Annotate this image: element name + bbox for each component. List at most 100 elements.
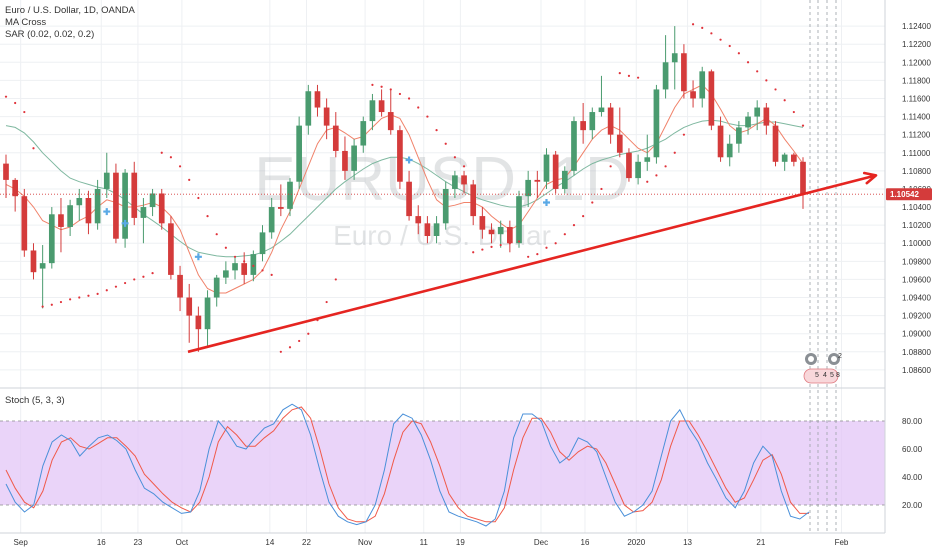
candle-up xyxy=(589,112,596,131)
sar-dot xyxy=(682,133,686,136)
sar-dot xyxy=(78,296,81,299)
candle-down xyxy=(314,91,321,108)
event-marker-label: 5 xyxy=(815,372,819,379)
candle-down xyxy=(470,184,477,217)
sar-dot xyxy=(142,275,145,278)
candle-down xyxy=(488,229,495,235)
sar-dot xyxy=(69,298,72,301)
time-tick-label: 14 xyxy=(265,538,274,547)
candle-down xyxy=(332,125,339,151)
candle-down xyxy=(113,172,119,239)
cross-markers xyxy=(103,156,550,261)
candle-up xyxy=(259,232,266,255)
candle-up xyxy=(516,196,522,244)
candle-up xyxy=(140,207,147,218)
sar-dot xyxy=(618,72,621,75)
sar-dot xyxy=(151,271,154,275)
legend-ma-cross[interactable]: MA Cross xyxy=(5,17,47,28)
candle-down xyxy=(168,223,174,275)
sar-dot xyxy=(490,245,493,248)
sar-dot xyxy=(160,151,163,154)
candle-down xyxy=(580,121,586,131)
event-marker-pill xyxy=(803,368,839,384)
price-tick-label: 1.10400 xyxy=(902,203,931,212)
candle-down xyxy=(681,53,687,92)
candle-up xyxy=(781,154,788,162)
ma-slow-line xyxy=(5,119,804,258)
candle-down xyxy=(708,71,715,126)
ma-cross-marker xyxy=(194,253,202,261)
sar-dot xyxy=(261,269,264,272)
candle-up xyxy=(149,193,156,208)
time-tick-label: 21 xyxy=(756,538,765,547)
candle-down xyxy=(186,297,193,316)
candle-up xyxy=(433,223,440,236)
stoch-band-fill xyxy=(0,421,885,505)
time-tick-label: Sep xyxy=(14,538,29,547)
candle-up xyxy=(745,116,751,128)
sar-dot xyxy=(646,180,649,183)
candle-down xyxy=(534,179,541,182)
stoch-tick-label: 80.00 xyxy=(902,417,923,426)
sar-dot xyxy=(252,264,255,267)
sar-dot xyxy=(197,196,200,200)
sar-dot xyxy=(600,187,603,191)
time-tick-label: 2020 xyxy=(627,538,645,547)
sar-dot xyxy=(426,115,429,118)
event-markers[interactable]: 5 4 5 82 xyxy=(803,353,842,384)
sar-dot xyxy=(627,74,631,77)
sar-dot xyxy=(756,70,759,73)
time-tick-label: Dec xyxy=(534,538,548,547)
sar-dot xyxy=(655,174,658,177)
sar-dot xyxy=(536,252,539,256)
sar-dot xyxy=(563,233,566,236)
candle-down xyxy=(800,161,806,195)
time-tick-label: 11 xyxy=(420,538,429,547)
candle-down xyxy=(241,263,248,275)
candle-up xyxy=(699,71,706,99)
ma-cross-marker xyxy=(121,219,129,227)
sar-dot xyxy=(792,110,795,114)
candle-up xyxy=(662,62,669,90)
candle-up xyxy=(48,214,55,264)
event-marker-label: 2 xyxy=(838,353,842,360)
trendline[interactable] xyxy=(187,171,878,354)
sar-dot xyxy=(453,156,456,159)
candle-up xyxy=(452,175,458,189)
candle-up xyxy=(232,263,238,271)
candle-up xyxy=(296,125,302,182)
candle-down xyxy=(717,125,724,158)
candle-down xyxy=(461,175,467,185)
sar-dot xyxy=(105,289,108,292)
candle-down xyxy=(30,250,37,273)
sar-dot xyxy=(14,101,17,105)
price-tick-label: 1.11400 xyxy=(902,113,931,122)
sar-dot xyxy=(609,165,612,168)
stoch-band xyxy=(0,420,885,506)
sar-dot xyxy=(96,292,99,296)
sar-dot xyxy=(701,26,704,30)
sar-dot xyxy=(710,32,713,35)
time-tick-label: Nov xyxy=(358,538,372,547)
time-tick-label: 19 xyxy=(456,538,465,547)
candle-down xyxy=(690,91,696,99)
price-tick-label: 1.08600 xyxy=(902,366,931,375)
legend-title[interactable]: Euro / U.S. Dollar, 1D, OANDA xyxy=(5,5,135,16)
sar-dot xyxy=(499,243,502,247)
sar-dot xyxy=(591,201,594,204)
stoch-legend[interactable]: Stoch (5, 3, 3) xyxy=(5,395,65,406)
legend-sar[interactable]: SAR (0.02, 0.02, 0.2) xyxy=(5,29,95,40)
stoch-tick-label: 20.00 xyxy=(902,501,923,510)
candle-down xyxy=(406,181,412,217)
time-tick-label: 23 xyxy=(133,538,142,547)
candle-up xyxy=(497,226,504,235)
candle-down xyxy=(772,125,779,162)
sar-dot xyxy=(334,278,337,281)
candle-down xyxy=(607,107,614,135)
candle-up xyxy=(635,161,641,179)
price-tick-label: 1.10000 xyxy=(902,239,931,248)
candle-up xyxy=(598,107,605,113)
event-marker-label: 5 xyxy=(830,372,834,379)
